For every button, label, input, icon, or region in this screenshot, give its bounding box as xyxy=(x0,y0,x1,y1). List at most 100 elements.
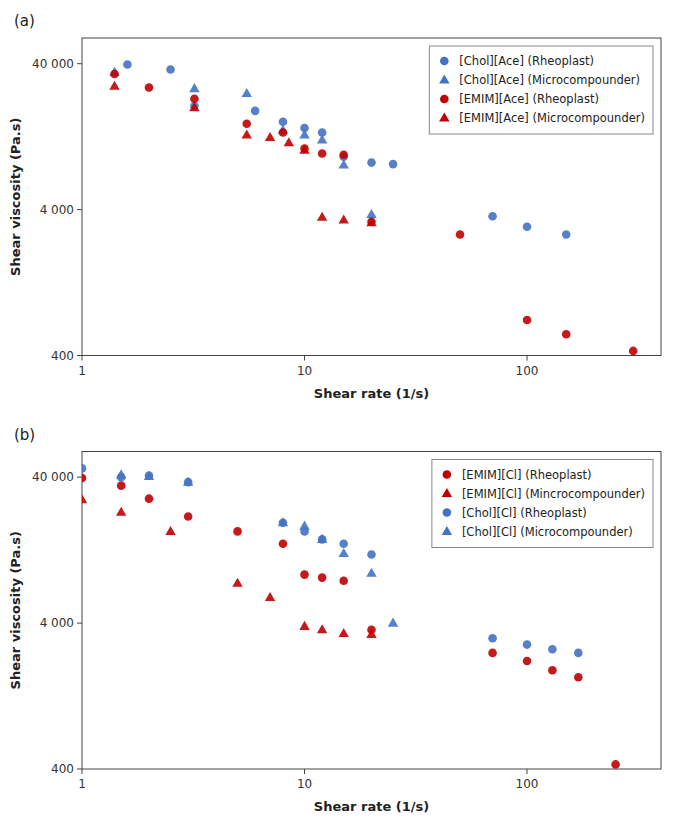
point xyxy=(366,629,376,638)
point xyxy=(184,512,193,521)
point xyxy=(145,83,154,92)
y-tick xyxy=(77,769,82,770)
y-axis-label: Shear viscosity (Pa.s) xyxy=(8,531,23,689)
x-tick-label: 100 xyxy=(516,777,539,791)
point xyxy=(318,573,327,582)
point xyxy=(183,477,193,486)
series xyxy=(109,81,376,227)
panel-label: (a) xyxy=(14,12,35,30)
legend-label: [EMIM][Cl] (Rheoplast) xyxy=(462,468,592,482)
point xyxy=(339,539,348,548)
point xyxy=(339,150,348,159)
point xyxy=(562,230,571,239)
point xyxy=(110,70,119,79)
x-tick xyxy=(82,356,83,361)
point xyxy=(367,158,376,167)
legend-marker xyxy=(440,57,449,66)
y-tick-label: 4 000 xyxy=(40,203,74,217)
point xyxy=(299,621,309,630)
point xyxy=(189,83,199,92)
figure: (a) 1 10 100 400 4 000 40 000 Shear rate (1/s) S… xyxy=(0,0,681,827)
legend-marker xyxy=(442,526,452,535)
point xyxy=(488,649,497,658)
point xyxy=(366,217,376,226)
point xyxy=(145,494,154,503)
point xyxy=(488,634,497,643)
point xyxy=(117,481,126,490)
series xyxy=(82,474,620,769)
point xyxy=(299,145,309,154)
point xyxy=(189,102,199,111)
x-tick-label: 1 xyxy=(78,364,86,378)
point xyxy=(366,568,376,577)
panel-label: (b) xyxy=(14,426,35,444)
point xyxy=(279,128,288,137)
legend-marker xyxy=(439,75,449,84)
point xyxy=(123,60,132,69)
x-tick xyxy=(82,769,83,774)
y-axis-label: Shear viscosity (Pa.s) xyxy=(8,118,23,276)
point xyxy=(232,578,242,587)
y-tick-label: 400 xyxy=(51,762,74,776)
panel: (b)1101004004 00040 000Shear rate (1/s)S… xyxy=(8,426,661,815)
point xyxy=(523,222,532,231)
point xyxy=(389,160,398,169)
point xyxy=(116,507,126,516)
point xyxy=(242,119,251,128)
legend-marker xyxy=(443,470,452,479)
legend-label: [EMIM][Cl] (Mincrocompounder) xyxy=(462,487,645,501)
x-tick xyxy=(304,769,305,774)
point xyxy=(242,129,252,138)
y-tick-label: 40 000 xyxy=(32,57,74,71)
x-axis-label: Shear rate (1/s) xyxy=(314,799,429,814)
point xyxy=(233,527,242,536)
point xyxy=(190,102,199,111)
point xyxy=(317,134,327,143)
y-tick xyxy=(77,623,82,624)
point xyxy=(190,94,199,103)
x-tick xyxy=(304,356,305,361)
legend-marker xyxy=(443,508,452,517)
point xyxy=(116,469,126,478)
point xyxy=(265,592,275,601)
legend-marker xyxy=(439,113,449,122)
legend-label: [EMIM][Ace] (Microcompounder) xyxy=(459,111,645,125)
legend-label: [EMIM][Ace] (Rheoplast) xyxy=(459,92,599,106)
point xyxy=(562,330,571,339)
point xyxy=(279,539,288,548)
legend-label: [Chol][Cl] (Rheoplast) xyxy=(462,506,587,520)
x-tick-label: 100 xyxy=(516,364,539,378)
legend-box xyxy=(432,460,653,548)
point xyxy=(166,65,175,74)
point xyxy=(82,464,86,473)
point xyxy=(109,81,119,90)
series xyxy=(82,494,377,638)
point xyxy=(144,471,154,480)
point xyxy=(367,217,376,226)
point xyxy=(338,548,348,557)
point xyxy=(300,570,309,579)
point xyxy=(299,129,309,138)
legend-label: [Chol][Ace] (Microcompounder) xyxy=(459,73,640,87)
point xyxy=(574,649,583,658)
points xyxy=(109,60,637,355)
x-tick xyxy=(527,356,528,361)
x-tick-label: 10 xyxy=(297,777,312,791)
point xyxy=(574,673,583,682)
point xyxy=(367,550,376,559)
point xyxy=(251,107,260,116)
point xyxy=(242,88,252,97)
point xyxy=(317,212,327,221)
point xyxy=(338,628,348,637)
x-tick-label: 1 xyxy=(78,777,86,791)
y-tick xyxy=(77,477,82,478)
point xyxy=(145,471,154,480)
panel: (a)1101004004 00040 000Shear rate (1/s)S… xyxy=(8,12,661,401)
point xyxy=(629,347,638,356)
legend-label: [Chol][Cl] (Microcompounder) xyxy=(462,525,633,539)
point xyxy=(317,624,327,633)
x-tick xyxy=(527,769,528,774)
point xyxy=(299,521,309,530)
point xyxy=(366,209,376,218)
points xyxy=(82,464,620,769)
